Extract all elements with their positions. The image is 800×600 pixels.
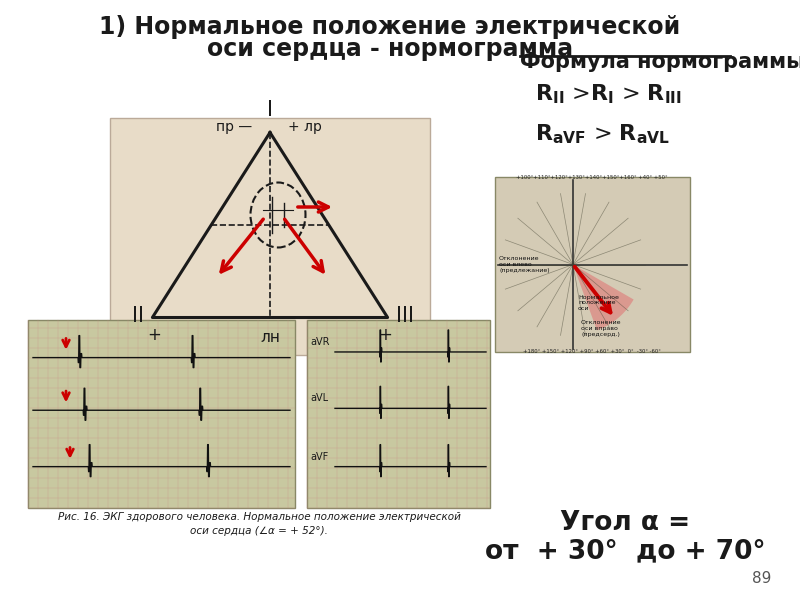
Text: Нормальное
положение
оси: Нормальное положение оси	[578, 295, 619, 311]
Text: II: II	[132, 305, 144, 325]
Text: оси сердца (∠α = + 52°).: оси сердца (∠α = + 52°).	[190, 526, 328, 536]
FancyBboxPatch shape	[307, 320, 490, 508]
Text: +: +	[378, 325, 393, 343]
Text: $\mathbf{R_{aVF}}$ > $\mathbf{R_{aVL}}$: $\mathbf{R_{aVF}}$ > $\mathbf{R_{aVL}}$	[535, 122, 670, 146]
FancyBboxPatch shape	[495, 177, 690, 352]
Text: пр —: пр —	[216, 119, 252, 133]
Text: Угол α =: Угол α =	[560, 510, 690, 536]
Text: I: I	[267, 100, 273, 121]
Text: +100°+110°+120°+130°+140°+150°+160° +40° +50°: +100°+110°+120°+130°+140°+150°+160° +40°…	[516, 175, 668, 180]
Text: + лр: + лр	[288, 119, 322, 133]
Text: aVF: aVF	[310, 452, 328, 461]
Text: $\mathbf{R_{II}}$ >$\mathbf{R_{I}}$ > $\mathbf{R_{III}}$: $\mathbf{R_{II}}$ >$\mathbf{R_{I}}$ > $\…	[535, 82, 682, 106]
Text: +: +	[147, 325, 162, 343]
Text: Формула нормограммы:: Формула нормограммы:	[520, 52, 800, 72]
Text: 1) Нормальное положение электрической: 1) Нормальное положение электрической	[99, 15, 681, 39]
Text: от  + 30°  до + 70°: от + 30° до + 70°	[485, 538, 766, 564]
Polygon shape	[573, 265, 634, 330]
Text: Отклонение
оси влево
(предлежание): Отклонение оси влево (предлежание)	[499, 257, 550, 273]
FancyBboxPatch shape	[110, 118, 430, 355]
Text: +180° +150° +120° +90° +60° +30°  0°  -30° -60°: +180° +150° +120° +90° +60° +30° 0° -30°…	[523, 349, 661, 354]
Text: оси сердца - нормограмма: оси сердца - нормограмма	[207, 37, 573, 61]
FancyBboxPatch shape	[28, 320, 295, 508]
Text: 89: 89	[752, 571, 772, 586]
Text: Отклонение
оси вправо
(предсерд.): Отклонение оси вправо (предсерд.)	[581, 320, 622, 337]
Text: лн: лн	[260, 329, 280, 344]
Text: aVR: aVR	[310, 337, 330, 347]
Text: III: III	[396, 305, 414, 325]
Text: aVL: aVL	[310, 394, 328, 403]
Text: Рис. 16. ЭКГ здорового человека. Нормальное положение электрической: Рис. 16. ЭКГ здорового человека. Нормаль…	[58, 512, 461, 522]
